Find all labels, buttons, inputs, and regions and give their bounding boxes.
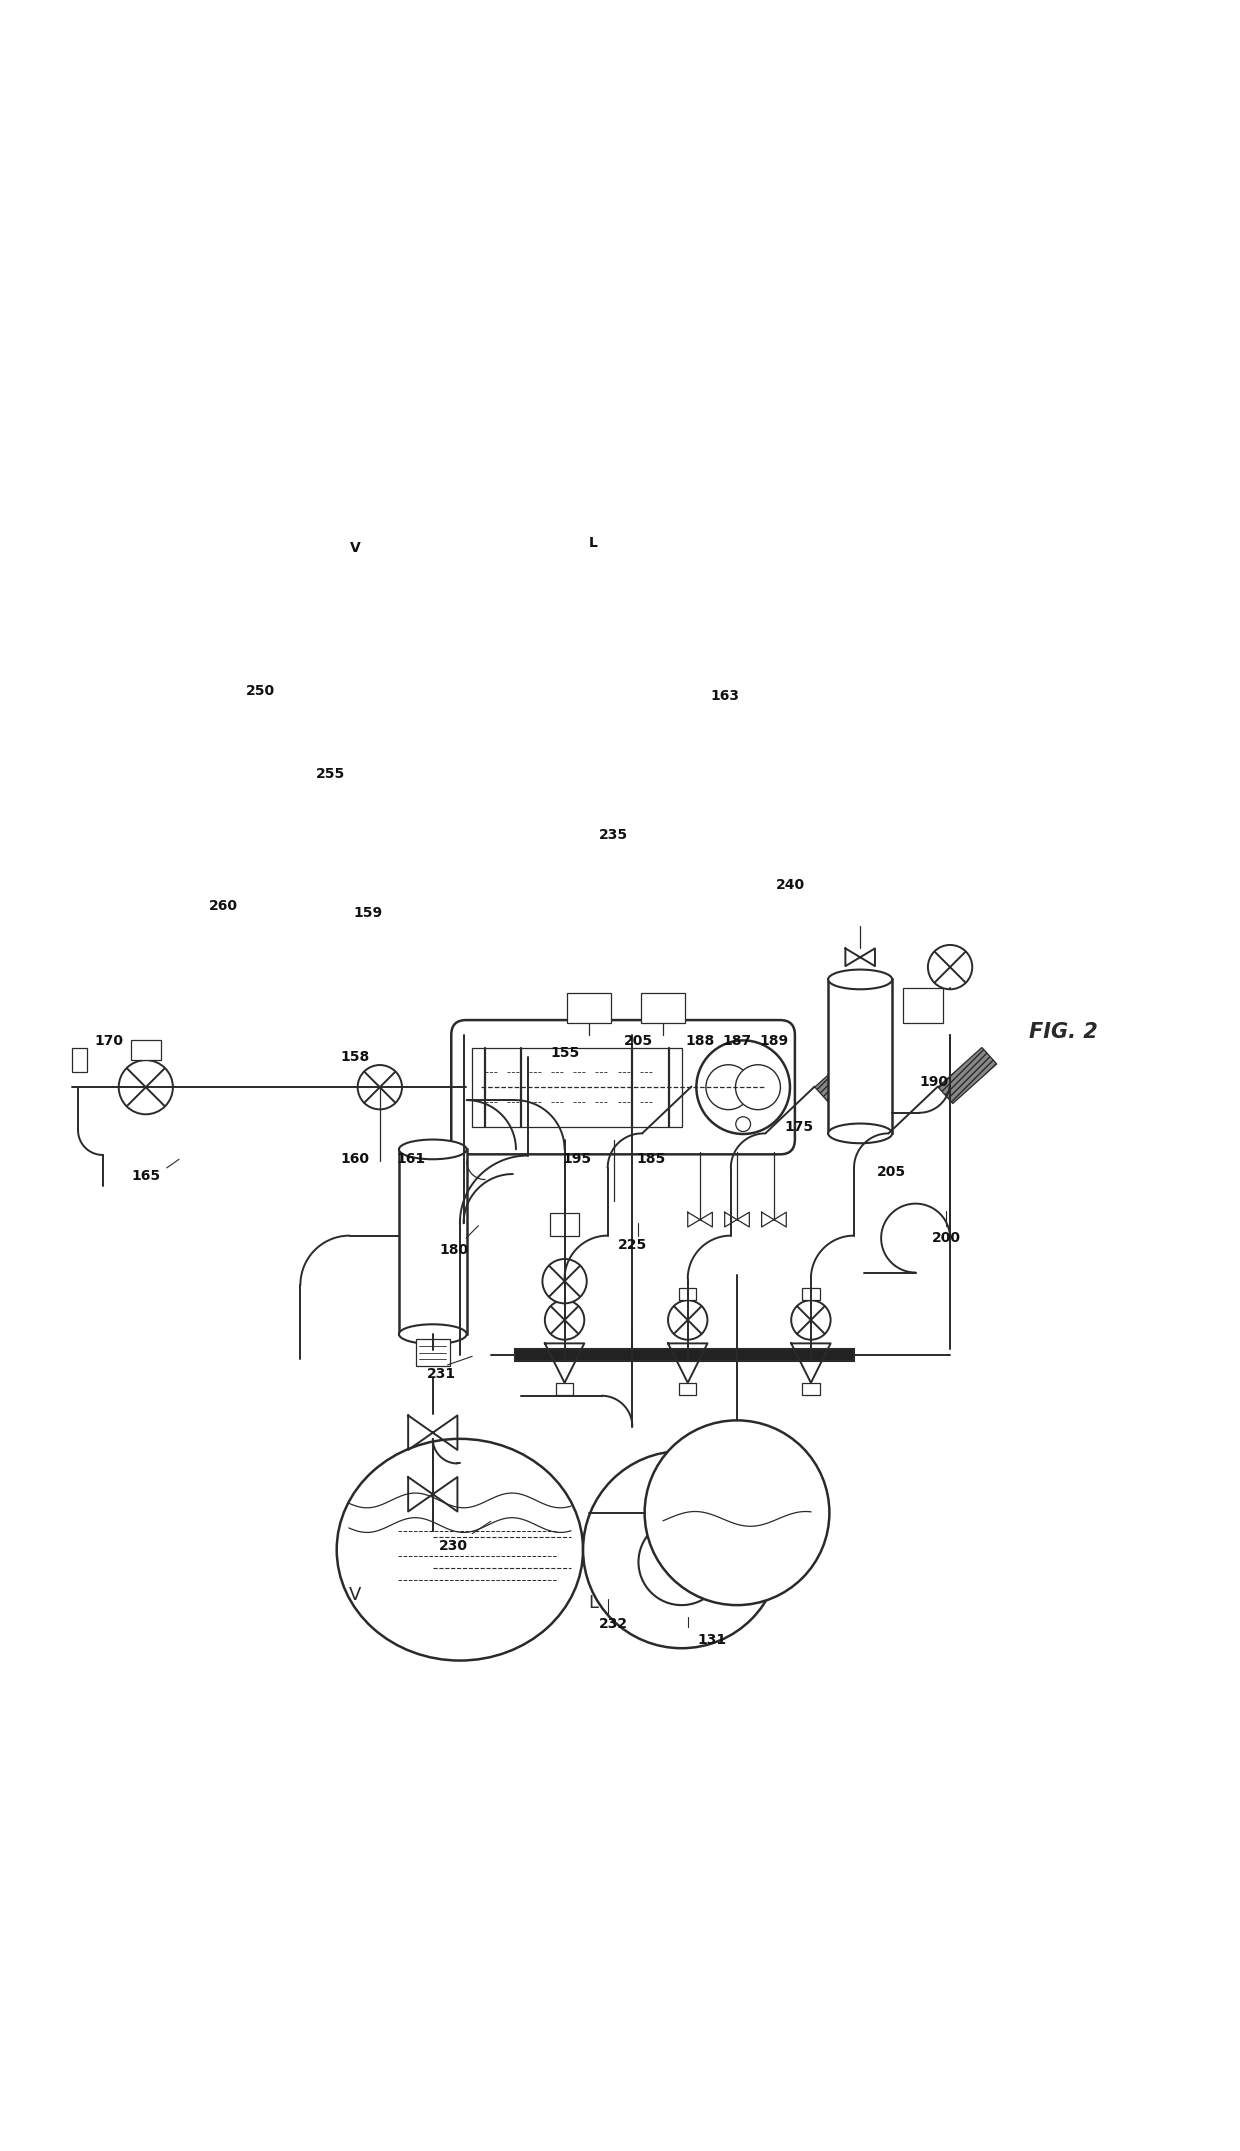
- Bar: [802, 1288, 820, 1299]
- Text: 170: 170: [94, 1035, 123, 1048]
- Text: 188: 188: [686, 1035, 714, 1048]
- Text: 240: 240: [775, 878, 805, 893]
- Bar: [828, 979, 893, 1134]
- Ellipse shape: [828, 970, 893, 989]
- Bar: [903, 987, 942, 1022]
- Text: 131: 131: [698, 1633, 727, 1648]
- Bar: [556, 1288, 573, 1299]
- Circle shape: [639, 1519, 724, 1605]
- Text: FIG. 2: FIG. 2: [1029, 1022, 1097, 1043]
- Text: V: V: [350, 542, 361, 555]
- Text: 161: 161: [396, 1153, 425, 1166]
- Circle shape: [928, 944, 972, 989]
- Text: 195: 195: [562, 1153, 591, 1166]
- Text: 225: 225: [618, 1239, 647, 1252]
- Text: 189: 189: [759, 1035, 789, 1048]
- Text: 163: 163: [711, 688, 739, 703]
- Text: 250: 250: [246, 684, 275, 699]
- Bar: [567, 994, 611, 1022]
- Circle shape: [668, 1299, 708, 1340]
- Text: 255: 255: [316, 766, 345, 781]
- Bar: [516, 1349, 854, 1362]
- Bar: [680, 1383, 697, 1396]
- Bar: [549, 1213, 579, 1235]
- Polygon shape: [692, 1048, 750, 1103]
- Ellipse shape: [399, 1140, 466, 1159]
- Bar: [472, 1048, 682, 1127]
- Bar: [131, 1041, 161, 1060]
- Text: 200: 200: [932, 1230, 961, 1245]
- Ellipse shape: [337, 1439, 583, 1661]
- Circle shape: [544, 1299, 584, 1340]
- Circle shape: [791, 1299, 831, 1340]
- Text: 180: 180: [439, 1243, 469, 1258]
- Ellipse shape: [399, 1325, 466, 1344]
- Circle shape: [542, 1258, 587, 1304]
- FancyBboxPatch shape: [451, 1020, 795, 1155]
- Bar: [72, 1048, 87, 1073]
- Bar: [399, 1149, 466, 1334]
- Text: 158: 158: [341, 1050, 370, 1065]
- Bar: [641, 994, 686, 1022]
- Ellipse shape: [583, 1452, 780, 1648]
- Text: 190: 190: [920, 1076, 949, 1088]
- Text: 165: 165: [131, 1170, 160, 1183]
- Polygon shape: [815, 1048, 873, 1103]
- Bar: [415, 1458, 450, 1478]
- Text: 205: 205: [877, 1164, 905, 1179]
- Text: 230: 230: [439, 1538, 469, 1553]
- Text: V: V: [348, 1585, 361, 1605]
- Bar: [415, 1340, 450, 1366]
- Text: 205: 205: [624, 1035, 653, 1048]
- Text: 231: 231: [427, 1366, 456, 1381]
- Text: L: L: [588, 1594, 598, 1611]
- Circle shape: [735, 1065, 780, 1110]
- Circle shape: [119, 1060, 172, 1114]
- Text: 187: 187: [723, 1035, 751, 1048]
- Ellipse shape: [828, 1123, 893, 1142]
- Text: 260: 260: [208, 899, 238, 912]
- Circle shape: [697, 1041, 790, 1134]
- Bar: [802, 1383, 820, 1396]
- Text: 175: 175: [784, 1121, 813, 1134]
- Circle shape: [645, 1420, 830, 1605]
- Bar: [503, 1063, 577, 1112]
- Text: 232: 232: [599, 1618, 629, 1630]
- Bar: [680, 1288, 697, 1299]
- Circle shape: [735, 1116, 750, 1131]
- Circle shape: [357, 1065, 402, 1110]
- Text: 160: 160: [341, 1153, 370, 1166]
- Bar: [556, 1383, 573, 1396]
- Text: 155: 155: [551, 1045, 579, 1060]
- Text: 159: 159: [353, 906, 382, 921]
- Text: 235: 235: [599, 828, 629, 843]
- Polygon shape: [937, 1048, 997, 1103]
- Text: 185: 185: [636, 1153, 666, 1166]
- Circle shape: [706, 1065, 751, 1110]
- Text: L: L: [589, 536, 598, 551]
